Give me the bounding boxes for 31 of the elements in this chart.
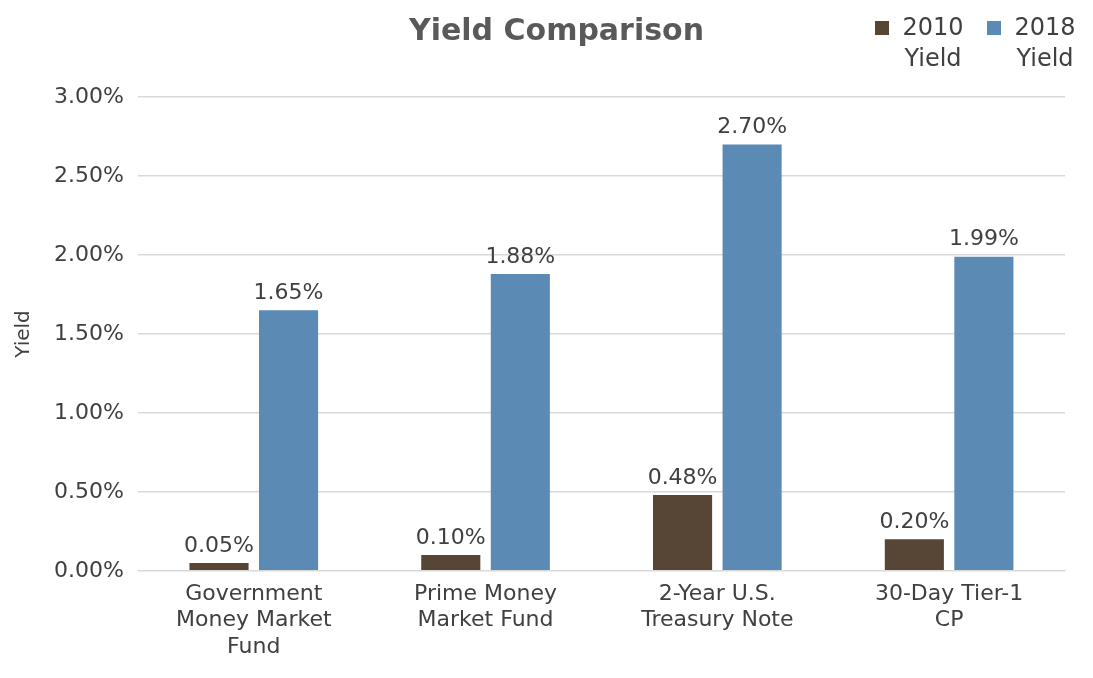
bar [954, 256, 1014, 571]
y-tick-label: 0.50% [54, 477, 124, 503]
y-axis-title: Yield [10, 310, 35, 359]
data-label: 0.20% [879, 507, 950, 533]
y-tick-label: 0.00% [54, 556, 124, 582]
bar [722, 144, 782, 571]
x-tick-label: Government Money Market Fund [176, 579, 332, 658]
bar [653, 495, 713, 571]
y-tick-label: 2.00% [54, 240, 124, 266]
x-tick-label: Prime Money Market Fund [414, 579, 558, 632]
data-label: 1.88% [485, 242, 556, 268]
bar [189, 562, 249, 571]
data-label: 0.05% [184, 531, 254, 557]
x-tick-label: 2-Year U.S. Treasury Note [640, 579, 794, 632]
data-label: 2.70% [717, 113, 788, 139]
bar [258, 310, 319, 571]
y-tick-label: 2.50% [54, 161, 124, 187]
bar [884, 539, 944, 571]
data-label: 1.65% [253, 279, 324, 305]
data-label: 0.48% [647, 463, 718, 489]
bar [490, 274, 550, 571]
chart-title: Yield Comparison [408, 12, 705, 47]
legend-label: 2018 Yield [1013, 12, 1077, 74]
legend-label: 2010 Yield [901, 12, 965, 74]
y-tick-label: 1.50% [54, 319, 124, 345]
data-label: 1.99% [948, 225, 1019, 251]
data-label: 0.10% [415, 523, 486, 549]
bar [421, 555, 481, 571]
x-tick-label: 30-Day Tier-1 CP [874, 579, 1024, 632]
y-tick-label: 3.00% [54, 82, 124, 108]
y-tick-label: 1.00% [54, 398, 124, 424]
